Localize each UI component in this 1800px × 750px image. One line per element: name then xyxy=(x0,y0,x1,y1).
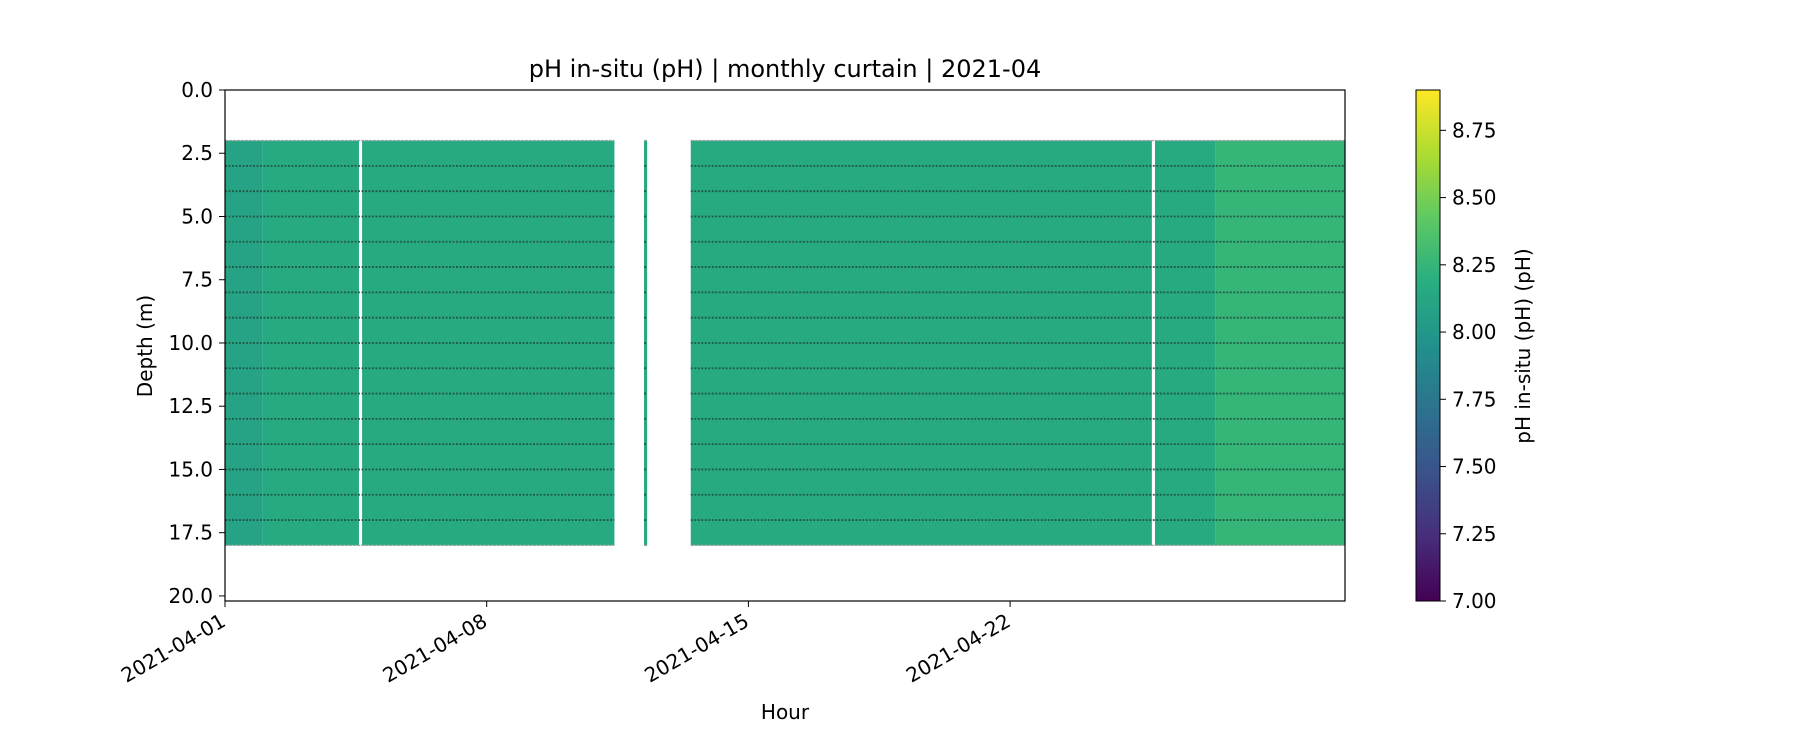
data-gap xyxy=(358,139,363,547)
colorbar-tick-label: 8.00 xyxy=(1452,320,1497,344)
x-tick-label: 2021-04-08 xyxy=(379,609,492,688)
y-tick-label: 15.0 xyxy=(168,457,213,481)
colorbar-tick-label: 8.25 xyxy=(1452,253,1497,277)
y-tick-label: 10.0 xyxy=(168,331,213,355)
colorbar-tick-label: 7.75 xyxy=(1452,387,1497,411)
y-axis: 0.0 2.5 5.0 7.5 10.0 12.5 15.0 17.5 20.0 xyxy=(168,78,225,608)
x-tick-label: 2021-04-22 xyxy=(902,609,1015,688)
x-tick-label: 2021-04-15 xyxy=(640,609,753,688)
curtain-cell xyxy=(690,140,1216,546)
chart-title: pH in-situ (pH) | monthly curtain | 2021… xyxy=(529,55,1042,83)
plot-frame xyxy=(224,89,1346,602)
colorbar-tick-label: 8.75 xyxy=(1452,118,1497,142)
colorbar: 7.00 7.25 7.50 7.75 8.00 8.25 8.50 8.75 pH in-s… xyxy=(1415,89,1535,613)
colorbar-gradient xyxy=(1415,89,1441,602)
x-axis: 2021-04-01 2021-04-08 2021-04-15 2021-04-22 xyxy=(117,601,1015,687)
x-tick-label: 2021-04-01 xyxy=(117,609,230,688)
y-tick-label: 2.5 xyxy=(181,141,213,165)
depth-profile-lines xyxy=(225,139,1345,547)
colorbar-tick-label: 7.00 xyxy=(1452,589,1497,613)
y-tick-label: 20.0 xyxy=(168,584,213,608)
x-axis-label: Hour xyxy=(761,700,810,724)
y-tick-label: 12.5 xyxy=(168,394,213,418)
y-tick-label: 7.5 xyxy=(181,268,213,292)
y-tick-label: 0.0 xyxy=(181,78,213,102)
plot-area xyxy=(224,89,1346,602)
y-tick-label: 5.0 xyxy=(181,204,213,228)
colorbar-tick-label: 7.50 xyxy=(1452,455,1497,479)
colorbar-ticks: 7.00 7.25 7.50 7.75 8.00 8.25 8.50 8.75 xyxy=(1440,118,1497,613)
y-axis-label: Depth (m) xyxy=(133,295,157,397)
colorbar-tick-label: 8.50 xyxy=(1452,186,1497,210)
colorbar-label: pH in-situ (pH) (pH) xyxy=(1511,248,1535,443)
colorbar-tick-label: 7.25 xyxy=(1452,522,1497,546)
y-tick-label: 17.5 xyxy=(168,521,213,545)
